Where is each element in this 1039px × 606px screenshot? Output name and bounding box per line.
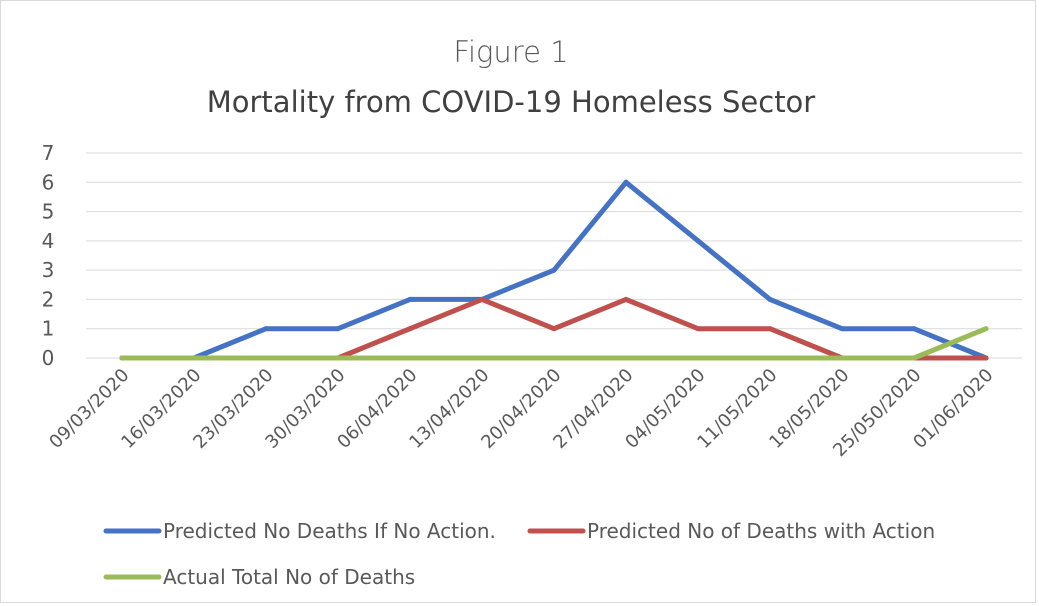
chart-subtitle: Mortality from COVID-19 Homeless Sector xyxy=(207,85,816,119)
chart-title: Figure 1 xyxy=(453,35,568,69)
y-tick-label: 1 xyxy=(42,317,55,341)
y-axis-ticks: 0 1 2 3 4 5 6 7 xyxy=(42,141,55,370)
data-point xyxy=(695,355,701,361)
data-point xyxy=(191,355,197,361)
data-point xyxy=(551,355,557,361)
data-point xyxy=(335,355,341,361)
y-tick-label: 0 xyxy=(42,346,55,370)
data-point xyxy=(839,355,845,361)
data-point xyxy=(263,326,269,332)
y-tick-label: 3 xyxy=(42,258,55,282)
y-tick-label: 5 xyxy=(42,200,55,224)
legend-label: Predicted No of Deaths with Action xyxy=(587,519,935,543)
data-point xyxy=(623,179,629,185)
data-point xyxy=(263,355,269,361)
legend: Predicted No Deaths If No Action. Predict… xyxy=(103,519,935,589)
data-point xyxy=(911,355,917,361)
data-point xyxy=(695,326,701,332)
x-axis-ticks: 09/03/202016/03/202023/03/202030/03/2020… xyxy=(45,365,997,461)
data-point xyxy=(623,355,629,361)
data-point xyxy=(479,355,485,361)
data-point xyxy=(479,296,485,302)
data-point xyxy=(983,355,989,361)
legend-item: Predicted No of Deaths with Action xyxy=(527,519,935,543)
y-tick-label: 2 xyxy=(42,287,55,311)
data-point xyxy=(983,326,989,332)
data-point xyxy=(335,326,341,332)
legend-label: Actual Total No of Deaths xyxy=(163,565,415,589)
data-point xyxy=(551,326,557,332)
data-point xyxy=(551,267,557,273)
data-point xyxy=(407,296,413,302)
legend-item: Actual Total No of Deaths xyxy=(103,565,415,589)
y-tick-label: 7 xyxy=(42,141,55,165)
series-lines xyxy=(119,179,989,361)
legend-label: Predicted No Deaths If No Action. xyxy=(163,519,496,543)
data-point xyxy=(119,355,125,361)
data-point xyxy=(767,296,773,302)
data-point xyxy=(839,326,845,332)
data-point xyxy=(767,355,773,361)
y-tick-label: 6 xyxy=(42,170,55,194)
legend-item: Predicted No Deaths If No Action. xyxy=(103,519,496,543)
data-point xyxy=(623,296,629,302)
data-point xyxy=(407,355,413,361)
data-point xyxy=(767,326,773,332)
data-point xyxy=(911,326,917,332)
y-tick-label: 4 xyxy=(42,229,55,253)
data-point xyxy=(695,238,701,244)
data-point xyxy=(407,326,413,332)
